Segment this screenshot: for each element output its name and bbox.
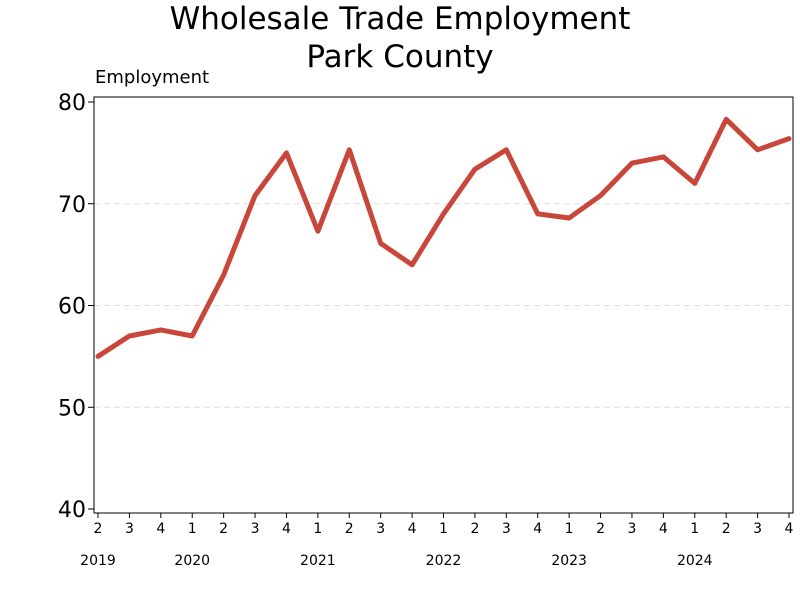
x-tick-label-quarter: 3 [125,521,134,537]
data-point [536,212,540,216]
data-point [96,354,100,358]
x-tick-label-quarter: 3 [251,521,260,537]
data-point [442,212,445,216]
x-tick-label-quarter: 4 [408,521,417,537]
x-tick-label-quarter: 3 [753,521,762,537]
x-tick-label-quarter: 3 [376,521,385,537]
y-axis-label: Employment [95,67,210,88]
x-tick-label-quarter: 4 [156,521,165,537]
data-point [504,148,508,152]
x-tick-label-quarter: 1 [439,521,448,537]
data-point [347,148,351,152]
data-point [222,273,226,277]
x-tick-label-quarter: 2 [219,521,228,537]
x-tick-label-quarter: 1 [188,521,197,537]
x-tick-label-quarter: 3 [627,521,636,537]
x-tick-label-quarter: 1 [313,521,322,537]
x-tick-label-quarter: 2 [94,521,103,537]
x-axis: 2 3 4 1 2 3 4 1 2 3 4 1 2 3 4 1 2 3 4 1 2 3 4 2019 2020 2021 2022 2… [80,513,794,569]
y-tick-label: 80 [58,91,86,116]
data-point [661,155,665,159]
data-point [410,263,414,267]
data-point [316,229,320,233]
x-tick-label-quarter: 4 [282,521,291,537]
data-point [190,334,194,338]
series-group [95,116,792,359]
x-tick-label-quarter: 3 [502,521,511,537]
data-point [599,194,603,198]
x-tick-label-quarter: 4 [785,521,794,537]
y-tick-label: 50 [58,396,86,421]
x-year-label: 2021 [300,553,336,569]
y-axis: 40 50 60 70 80 [58,91,94,523]
x-tick-label-quarter: 1 [690,521,699,537]
x-tick-label-quarter: 4 [533,521,542,537]
x-tick-label-quarter: 2 [722,521,731,537]
data-point [693,181,697,185]
data-point [787,137,791,141]
data-point [284,151,288,155]
x-tick-label-quarter: 2 [345,521,354,537]
chart-title: Wholesale Trade Employment [169,1,631,37]
x-tick-label-quarter: 1 [565,521,574,537]
x-tick-label-quarter: 2 [596,521,605,537]
gridlines [94,203,793,408]
data-point [724,117,728,121]
y-tick-label: 70 [58,193,86,218]
data-point [127,334,131,338]
chart-subtitle: Park County [306,39,494,75]
data-point [630,161,634,165]
data-point [253,194,257,198]
y-tick-label: 60 [58,295,86,320]
x-year-label: 2023 [551,553,587,569]
data-point [159,328,163,332]
data-point [567,216,571,220]
data-point [379,241,383,245]
data-point [473,167,477,171]
x-tick-label-quarter: 2 [470,521,479,537]
x-year-label: 2019 [80,553,116,569]
x-year-label: 2022 [426,553,462,569]
x-year-label: 2020 [174,553,210,569]
y-tick-label: 40 [58,498,86,523]
series-line [95,116,792,359]
x-year-label: 2024 [677,553,713,569]
x-tick-label-quarter: 4 [659,521,668,537]
data-point [756,148,760,152]
